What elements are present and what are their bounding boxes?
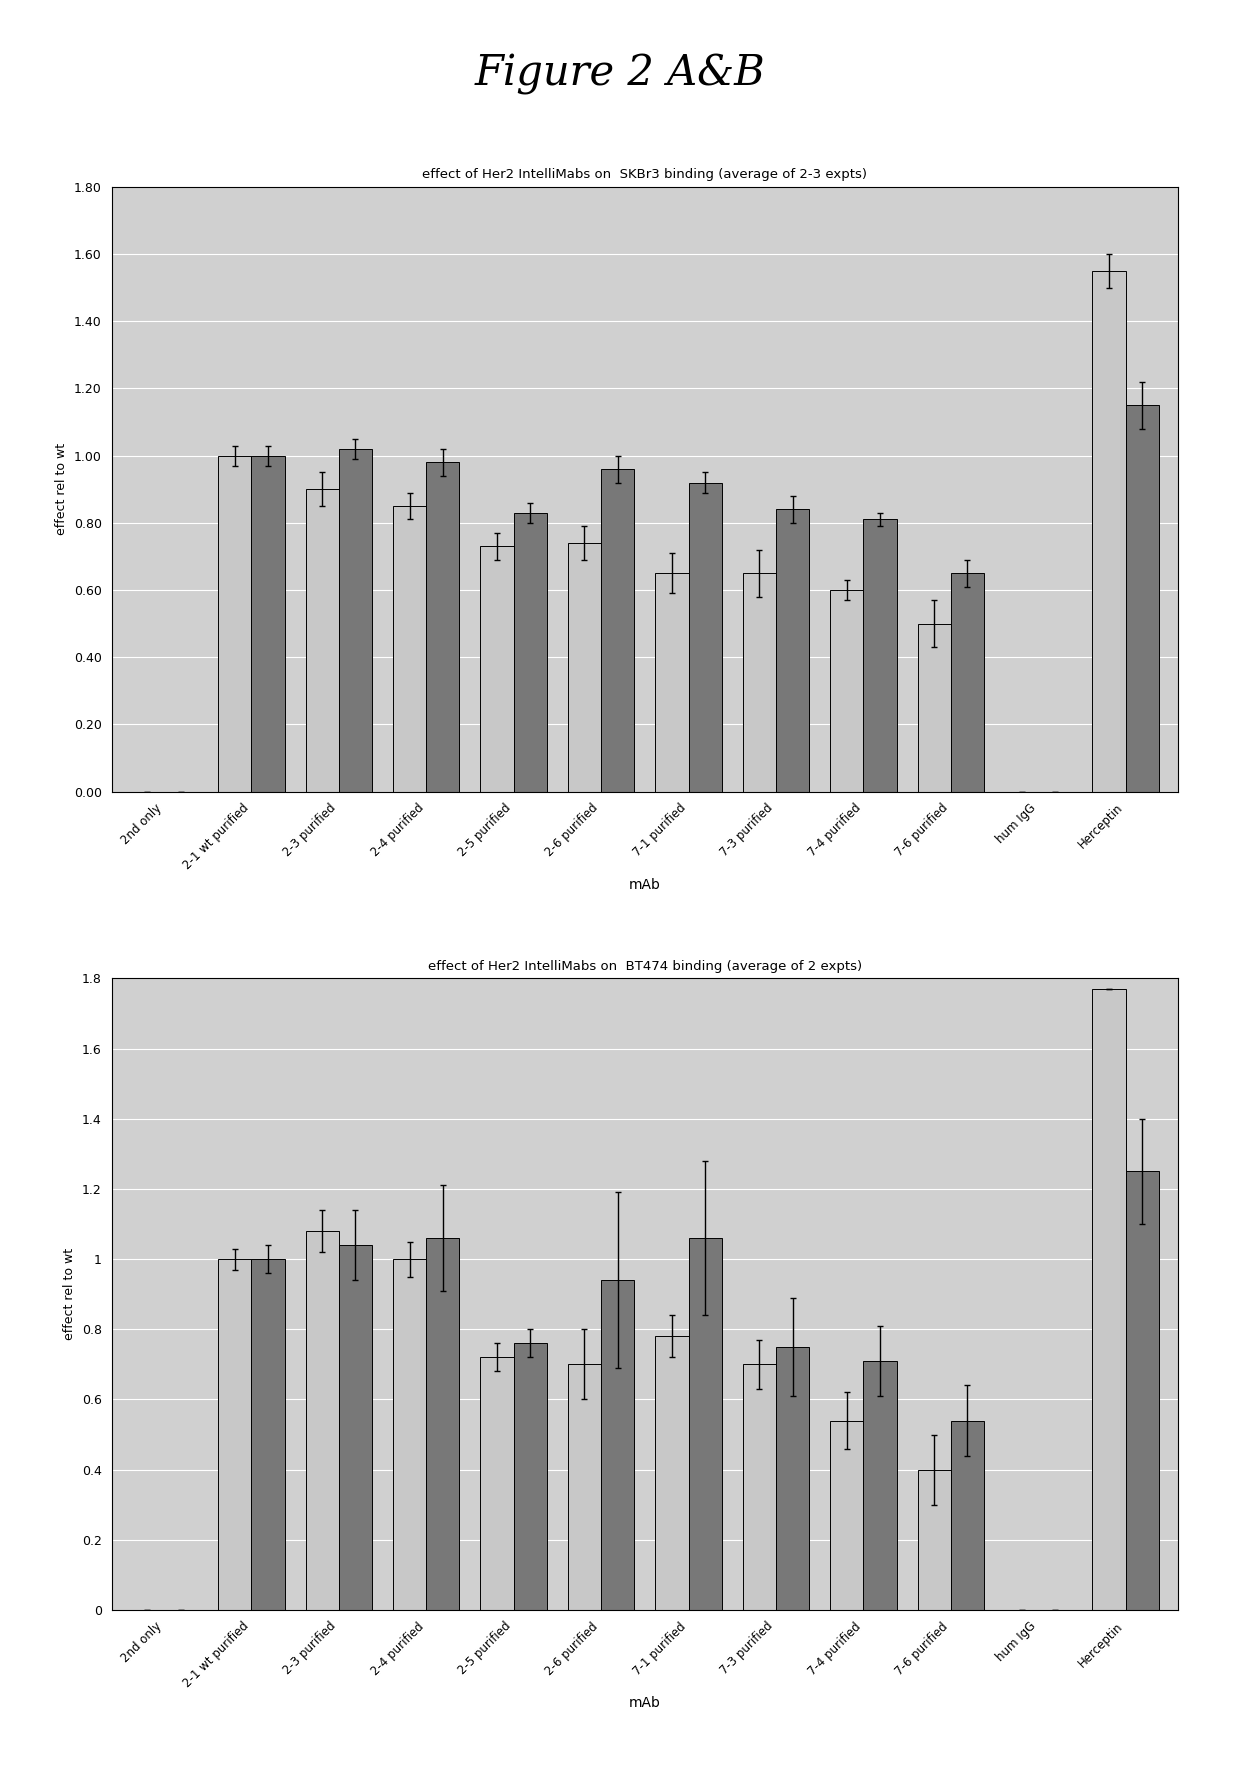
Bar (1092, 989, 1126, 1610)
Bar (252, 455, 285, 792)
Bar (480, 546, 513, 792)
Bar (830, 591, 863, 792)
Bar (427, 1238, 460, 1610)
Bar (252, 1260, 285, 1610)
Bar (951, 573, 985, 792)
Bar (776, 1347, 810, 1610)
Bar (776, 509, 810, 792)
Bar (918, 624, 951, 792)
Bar (305, 1231, 339, 1610)
Y-axis label: effect rel to wt: effect rel to wt (56, 443, 68, 535)
Bar (1126, 1171, 1158, 1610)
Bar (830, 1420, 863, 1610)
Bar (601, 1281, 635, 1610)
Bar (688, 482, 722, 792)
Bar (688, 1238, 722, 1610)
Bar (513, 512, 547, 792)
Bar (743, 573, 776, 792)
Bar (305, 489, 339, 792)
Bar (655, 573, 688, 792)
Bar (951, 1420, 985, 1610)
Bar (339, 1245, 372, 1610)
Text: Figure 2 A&B: Figure 2 A&B (475, 53, 765, 96)
Bar (339, 448, 372, 792)
Bar (1092, 270, 1126, 792)
Bar (393, 505, 427, 792)
Title: effect of Her2 IntelliMabs on  BT474 binding (average of 2 expts): effect of Her2 IntelliMabs on BT474 bind… (428, 961, 862, 973)
Bar (918, 1469, 951, 1610)
Bar (1126, 406, 1158, 792)
Y-axis label: effect rel to wt: effect rel to wt (63, 1249, 77, 1340)
Bar (393, 1260, 427, 1610)
X-axis label: mAb: mAb (629, 877, 661, 891)
Bar (218, 455, 252, 792)
Bar (427, 463, 460, 792)
Bar (863, 519, 897, 792)
Bar (218, 1260, 252, 1610)
Title: effect of Her2 IntelliMabs on  SKBr3 binding (average of 2-3 expts): effect of Her2 IntelliMabs on SKBr3 bind… (423, 169, 867, 181)
Bar (480, 1357, 513, 1610)
Bar (513, 1343, 547, 1610)
Bar (863, 1361, 897, 1610)
Bar (601, 470, 635, 792)
Bar (655, 1336, 688, 1610)
Bar (743, 1364, 776, 1610)
X-axis label: mAb: mAb (629, 1695, 661, 1710)
Legend: 0.1 ug/ml, 1 ug/ml: 0.1 ug/ml, 1 ug/ml (549, 980, 740, 1005)
Bar (568, 1364, 601, 1610)
Bar (568, 543, 601, 792)
